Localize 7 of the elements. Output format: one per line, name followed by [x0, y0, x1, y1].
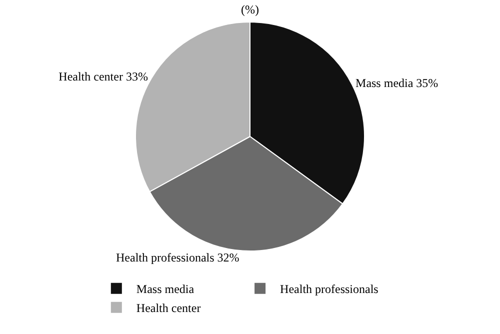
legend-label: Mass media [136, 282, 195, 296]
category-label: Mass media 35% [356, 76, 438, 90]
category-label: Health center 33% [58, 69, 148, 84]
legend-label: Health center [136, 301, 201, 316]
chart-title: (%) [241, 2, 259, 16]
legend-label: Health professionals [280, 282, 379, 296]
category-label: Health professionals 32% [116, 250, 240, 265]
